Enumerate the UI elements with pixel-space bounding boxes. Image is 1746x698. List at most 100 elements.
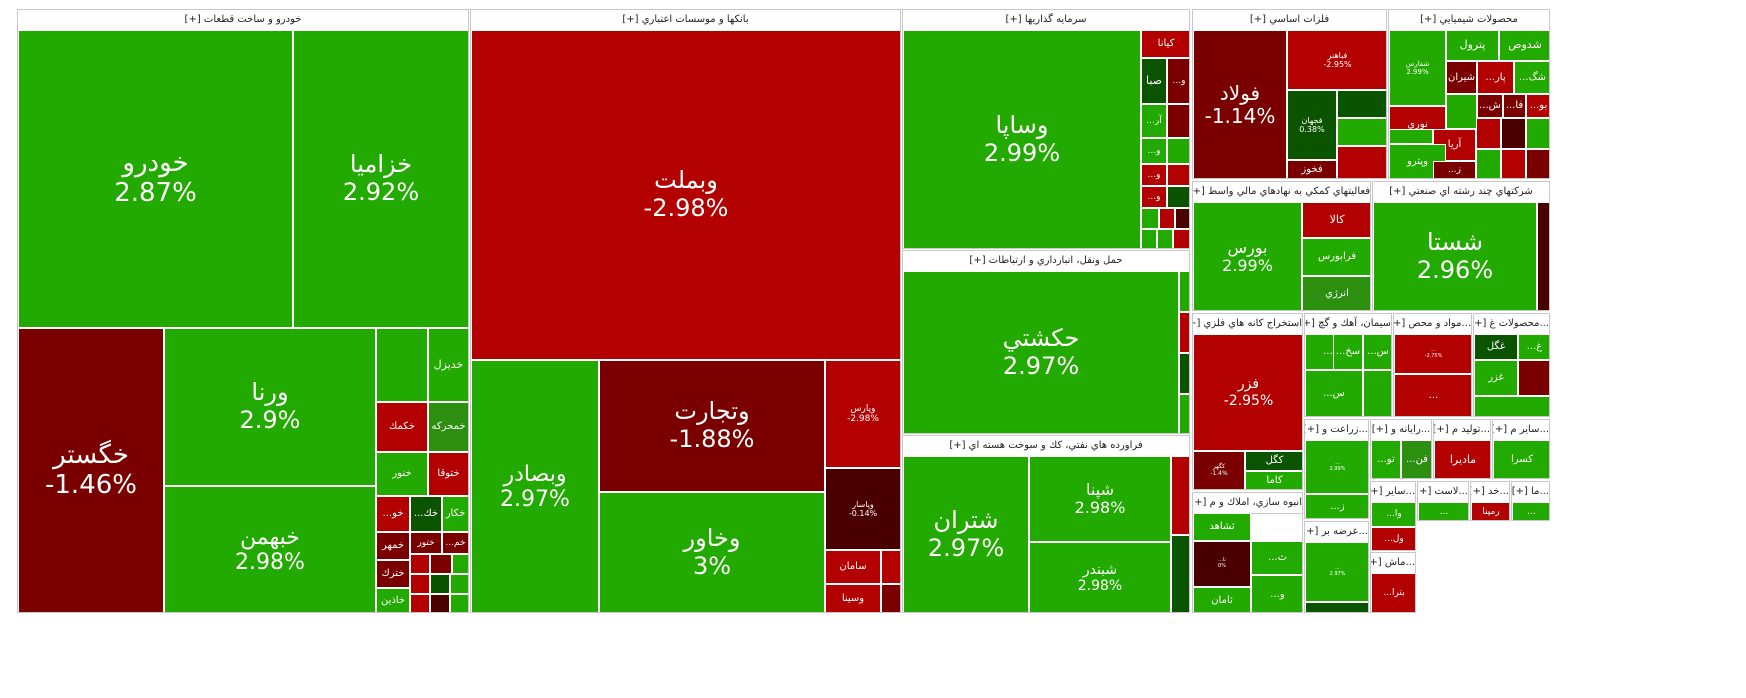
- stock-tile[interactable]: ...و: [1251, 575, 1302, 612]
- stock-tile[interactable]: كيانا: [1141, 30, 1189, 58]
- stock-tile[interactable]: خديزل: [428, 328, 468, 402]
- stock-tile[interactable]: خكمك: [376, 402, 428, 452]
- small-stock-tile[interactable]: [1476, 149, 1501, 178]
- small-stock-tile[interactable]: [1363, 370, 1391, 416]
- stock-tile[interactable]: فرابورس: [1302, 238, 1370, 276]
- stock-tile[interactable]: ...ش: [1477, 94, 1503, 118]
- stock-tile[interactable]: شتران 2.97%: [903, 456, 1029, 612]
- stock-tile[interactable]: رمپنا: [1471, 502, 1509, 520]
- small-stock-tile[interactable]: [452, 554, 468, 574]
- stock-tile[interactable]: خمهر: [376, 532, 410, 560]
- stock-tile[interactable]: ...و: [1141, 164, 1167, 186]
- stock-tile[interactable]: كگل: [1245, 451, 1302, 471]
- stock-tile[interactable]: كاما: [1245, 471, 1302, 489]
- sector-header[interactable]: ...عرضه بر [+]: [1305, 522, 1368, 543]
- stock-tile[interactable]: ...تو: [1371, 440, 1401, 478]
- stock-tile[interactable]: وتجارت -1.88%: [599, 360, 825, 492]
- small-stock-tile[interactable]: [1518, 360, 1549, 396]
- sector-header[interactable]: ...ساير [+]: [1371, 482, 1415, 503]
- stock-tile[interactable]: حكشتي 2.97%: [903, 271, 1179, 433]
- stock-tile[interactable]: وپارس -2.98%: [825, 360, 900, 468]
- sector-header[interactable]: ...ماش [+]: [1371, 553, 1415, 574]
- small-stock-tile[interactable]: [1446, 94, 1477, 129]
- small-stock-tile[interactable]: [1167, 164, 1189, 186]
- small-stock-tile[interactable]: [1501, 149, 1526, 178]
- stock-tile[interactable]: ...و: [1141, 138, 1167, 164]
- stock-tile[interactable]: خاذين: [376, 588, 410, 612]
- stock-tile[interactable]: فجهان 0.38%: [1287, 90, 1337, 160]
- stock-tile[interactable]: ...ثا 0%: [1193, 541, 1251, 587]
- small-stock-tile[interactable]: [1171, 535, 1189, 612]
- small-stock-tile[interactable]: [1175, 208, 1189, 229]
- stock-tile[interactable]: ...و: [1167, 58, 1189, 104]
- sector-header[interactable]: سرمايه گذاريها [+]: [903, 10, 1189, 31]
- stock-tile[interactable]: ...خو: [376, 496, 410, 532]
- stock-tile[interactable]: سامان: [825, 550, 881, 584]
- sector-header[interactable]: ...ما [+]: [1512, 482, 1549, 503]
- sector-header[interactable]: بانكها و موسسات اعتباري [+]: [471, 10, 900, 31]
- stock-tile[interactable]: خگستر -1.46%: [18, 328, 164, 612]
- small-stock-tile[interactable]: [1526, 149, 1549, 178]
- stock-tile[interactable]: ...غ: [1518, 334, 1549, 360]
- sector-header[interactable]: ...خد [+]: [1471, 482, 1509, 503]
- stock-tile[interactable]: پترول: [1446, 30, 1499, 61]
- stock-tile[interactable]: كسرا: [1493, 440, 1549, 478]
- small-stock-tile[interactable]: [410, 594, 430, 612]
- stock-tile[interactable]: وپاسار -0.14%: [825, 468, 900, 550]
- sector-header[interactable]: ...مواد و محص [+]: [1394, 314, 1471, 335]
- small-stock-tile[interactable]: [410, 554, 430, 574]
- stock-tile[interactable]: فخوز: [1287, 160, 1337, 178]
- stock-tile[interactable]: شفارس 2.99%: [1389, 30, 1446, 106]
- sector-header[interactable]: فراورده هاي نفتي، كك و سوخت هسته اي [+]: [903, 436, 1189, 457]
- stock-tile[interactable]: ...: [1418, 502, 1468, 520]
- stock-tile[interactable]: ...بترا: [1371, 573, 1415, 612]
- stock-tile[interactable]: ماديرا: [1434, 440, 1490, 478]
- stock-tile[interactable]: ...وا: [1371, 502, 1415, 527]
- small-stock-tile[interactable]: [881, 550, 900, 584]
- small-stock-tile[interactable]: [1537, 202, 1549, 310]
- stock-tile[interactable]: انرژي: [1302, 276, 1370, 310]
- stock-tile[interactable]: ... -2.75%: [1394, 334, 1471, 374]
- small-stock-tile[interactable]: [1501, 118, 1526, 149]
- sector-header[interactable]: ...توليد م [+]: [1434, 420, 1490, 441]
- stock-tile[interactable]: ختوقا: [428, 452, 468, 496]
- small-stock-tile[interactable]: [1389, 129, 1433, 144]
- sector-header[interactable]: ...زراعت و [+]: [1305, 420, 1368, 441]
- small-stock-tile[interactable]: [376, 328, 428, 402]
- stock-tile[interactable]: ...آر: [1141, 104, 1167, 138]
- stock-tile[interactable]: ...بو: [1526, 94, 1549, 118]
- small-stock-tile[interactable]: [1474, 396, 1549, 416]
- stock-tile[interactable]: ...س: [1305, 370, 1363, 416]
- stock-tile[interactable]: فزر -2.95%: [1193, 334, 1302, 451]
- stock-tile[interactable]: ...خك: [410, 496, 442, 532]
- small-stock-tile[interactable]: [1141, 229, 1157, 248]
- small-stock-tile[interactable]: [1173, 229, 1189, 248]
- small-stock-tile[interactable]: [430, 594, 450, 612]
- sector-header[interactable]: فعاليتهاي كمكي به نهادهاي مالي واسط [+]: [1193, 182, 1370, 203]
- stock-tile[interactable]: ...ث: [1251, 541, 1302, 575]
- stock-tile[interactable]: خزاميا 2.92%: [293, 30, 468, 328]
- stock-tile[interactable]: ...: [1512, 502, 1549, 520]
- small-stock-tile[interactable]: [1337, 118, 1386, 146]
- stock-tile[interactable]: فولاد -1.14%: [1193, 30, 1287, 178]
- stock-tile[interactable]: خترك: [376, 560, 410, 588]
- sector-header[interactable]: خودرو و ساخت قطعات [+]: [18, 10, 468, 31]
- small-stock-tile[interactable]: [430, 574, 450, 594]
- stock-tile[interactable]: خكار: [442, 496, 468, 532]
- small-stock-tile[interactable]: [1526, 118, 1549, 149]
- sector-header[interactable]: محصولات شيميايي [+]: [1389, 10, 1549, 31]
- sector-header[interactable]: ...لاست [+]: [1418, 482, 1468, 503]
- stock-tile[interactable]: ورنا 2.9%: [164, 328, 376, 486]
- stock-tile[interactable]: شپنا 2.98%: [1029, 456, 1171, 542]
- stock-tile[interactable]: ثامان: [1193, 587, 1251, 612]
- small-stock-tile[interactable]: [1337, 90, 1386, 118]
- stock-tile[interactable]: فباهنر -2.95%: [1287, 30, 1386, 90]
- stock-tile[interactable]: خنور: [376, 452, 428, 496]
- sector-header[interactable]: شركتهاي چند رشته اي صنعتي [+]: [1373, 182, 1549, 203]
- stock-tile[interactable]: كالا: [1302, 202, 1370, 238]
- stock-tile[interactable]: شبندر 2.98%: [1029, 542, 1171, 612]
- stock-tile[interactable]: ...: [1394, 374, 1471, 416]
- stock-tile[interactable]: ...و: [1141, 186, 1167, 208]
- sector-header[interactable]: انبوه سازي، املاك و م [+]...: [1193, 493, 1302, 514]
- stock-tile[interactable]: ...سخ: [1333, 334, 1363, 370]
